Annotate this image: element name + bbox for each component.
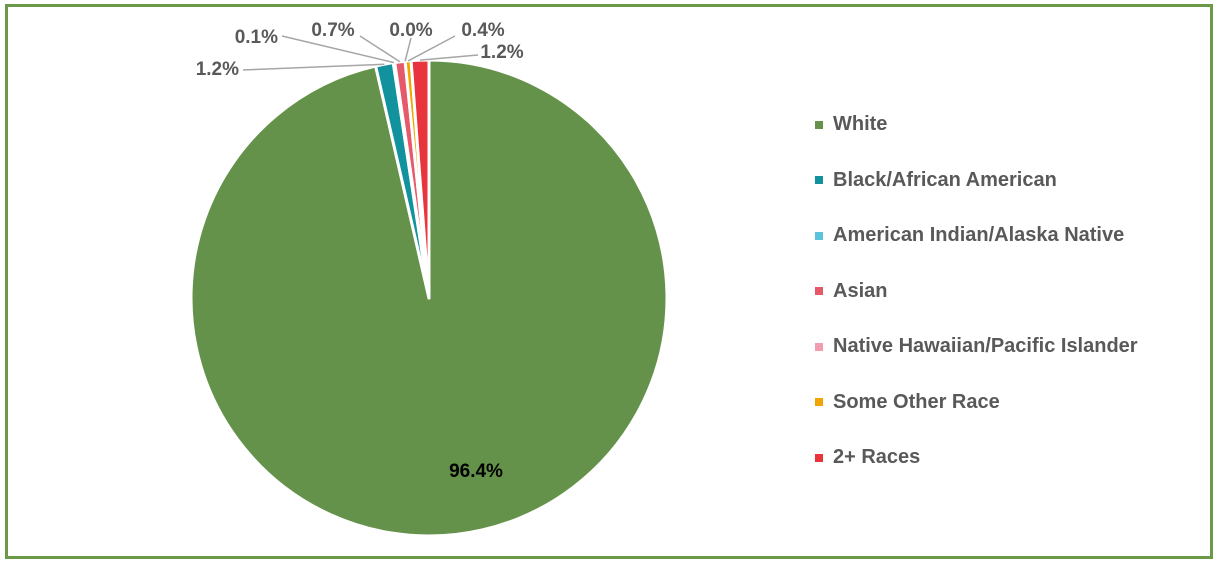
data-label: 0.0%	[389, 20, 432, 41]
legend-swatch	[815, 120, 823, 129]
legend-label: Black/African American	[833, 168, 1057, 191]
data-label: 0.4%	[461, 20, 504, 41]
legend-label: 2+ Races	[833, 446, 921, 469]
data-label: 0.1%	[235, 27, 278, 48]
legend-swatch	[815, 287, 823, 296]
leader-line	[359, 35, 401, 63]
legend-label: Asian	[833, 279, 888, 302]
legend-item: Black/African American	[815, 153, 1215, 209]
leader-line	[407, 35, 456, 62]
legend-item: 2+ Races	[815, 430, 1215, 486]
legend-swatch	[815, 453, 823, 462]
legend-swatch	[815, 398, 823, 407]
data-label: 1.2%	[480, 42, 523, 63]
legend-item: Native Hawaiian/Pacific Islander	[815, 319, 1215, 375]
legend-item: Some Other Race	[815, 375, 1215, 431]
data-label: 1.2%	[196, 59, 239, 80]
legend-label: Native Hawaiian/Pacific Islander	[833, 335, 1138, 358]
data-label: 0.7%	[311, 20, 354, 41]
leader-line	[419, 54, 479, 61]
leader-line	[404, 37, 412, 62]
leader-line	[242, 63, 385, 71]
data-label: 96.4%	[449, 461, 503, 482]
legend-swatch	[815, 342, 823, 351]
legend-label: Some Other Race	[833, 390, 1000, 413]
legend-swatch	[815, 176, 823, 185]
leader-line	[281, 35, 395, 64]
pie-slices	[189, 58, 669, 538]
legend: White Black/African American American Indi…	[815, 97, 1215, 486]
legend-item: Asian	[815, 264, 1215, 320]
legend-label: American Indian/Alaska Native	[833, 224, 1125, 247]
legend-item: White	[815, 97, 1215, 153]
leader-lines	[242, 35, 479, 71]
legend-swatch	[815, 231, 823, 240]
legend-item: American Indian/Alaska Native	[815, 208, 1215, 264]
data-labels: 96.4%1.2%0.1% 0.7% 0.0% 0.4%1.2%	[196, 20, 524, 482]
legend-label: White	[833, 113, 888, 136]
